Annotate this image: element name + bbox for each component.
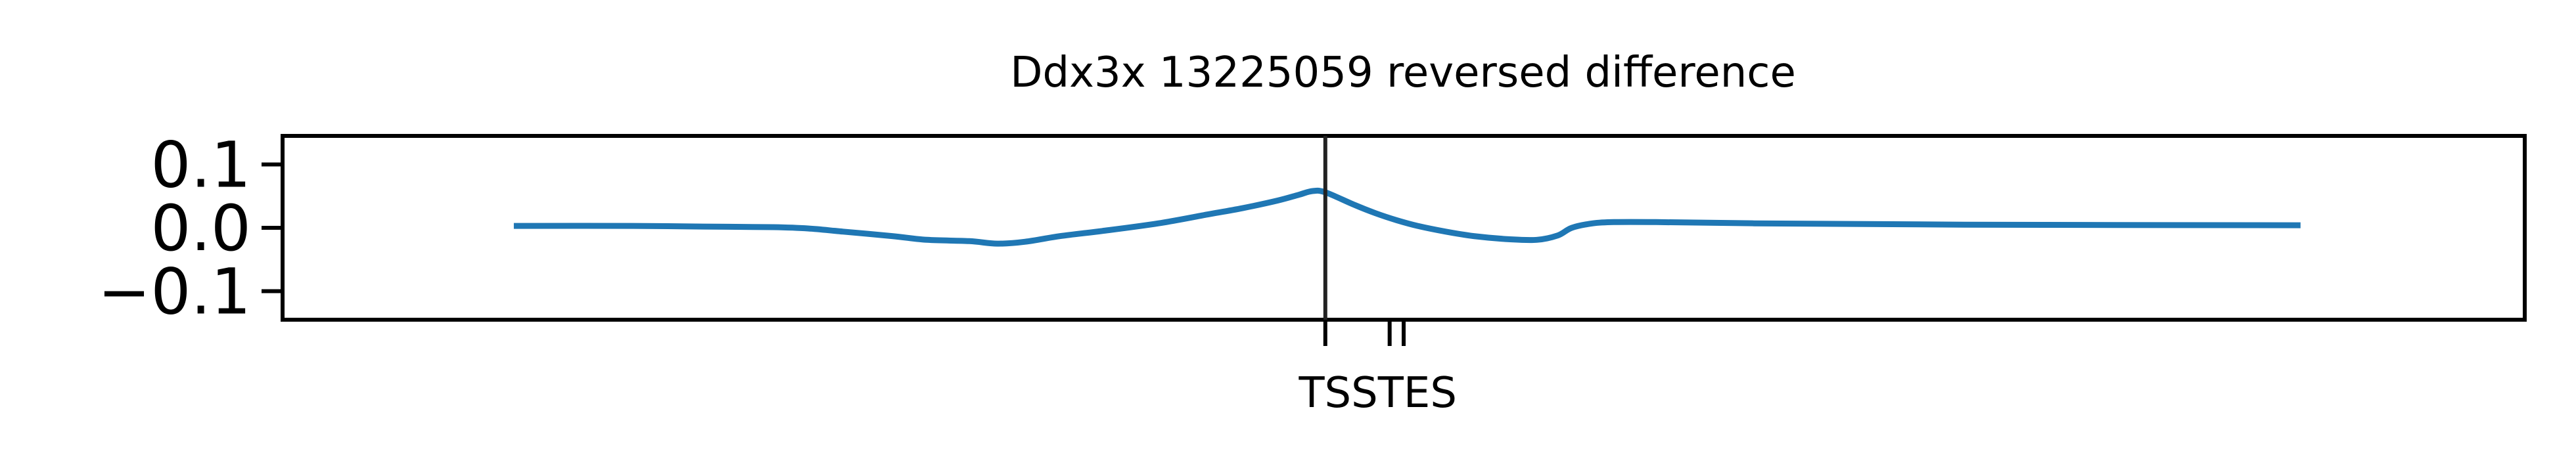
x-tick-label-tes: TES	[1377, 369, 1457, 418]
y-tick-label: 0.0	[150, 192, 251, 265]
x-axis: TSS TES	[1298, 320, 1457, 418]
chart-title: Ddx3x 13225059 reversed difference	[1010, 49, 1796, 97]
series-line	[513, 187, 2301, 247]
y-axis: 0.10.0−0.1	[98, 128, 283, 329]
y-tick-label: −0.1	[98, 255, 251, 329]
x-tick-label-tss: TSS	[1298, 369, 1377, 418]
series-layer	[513, 136, 2301, 320]
y-tick-label: 0.1	[150, 128, 251, 202]
